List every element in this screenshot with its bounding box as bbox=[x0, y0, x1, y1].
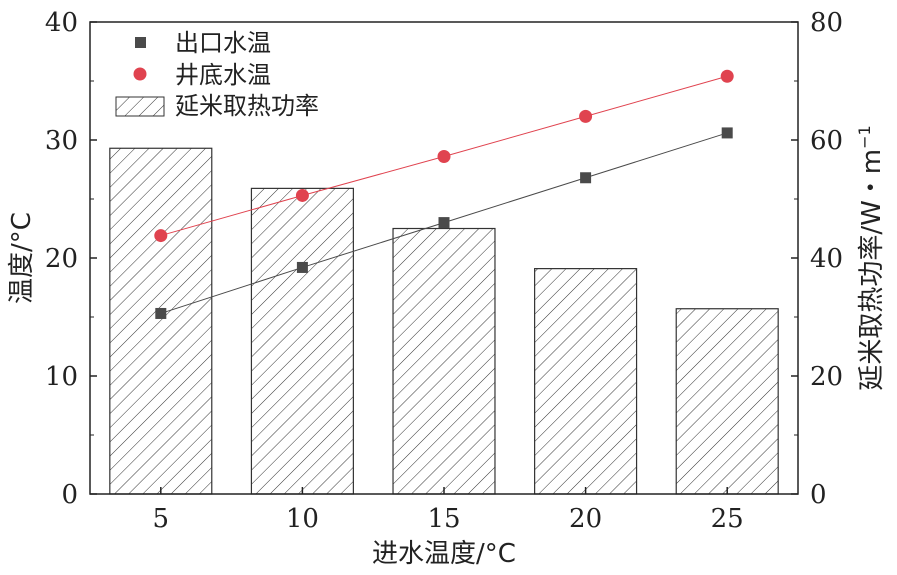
point-square-5 bbox=[155, 307, 167, 319]
line-series bbox=[154, 69, 734, 319]
point-square-15 bbox=[438, 217, 450, 229]
y-axis-right-label: 延米取热功率/W・m−1 bbox=[855, 125, 887, 390]
y-right-tick-label: 20 bbox=[810, 362, 843, 392]
legend-label-bottom-temp: 井底水温 bbox=[175, 61, 271, 89]
bar-15 bbox=[392, 227, 496, 495]
bar-5 bbox=[109, 147, 213, 495]
y-axis-right-label-superscript: −1 bbox=[855, 125, 874, 149]
point-circle-25 bbox=[720, 69, 734, 83]
y-right-tick-label: 60 bbox=[810, 126, 843, 156]
x-tick-label: 10 bbox=[286, 504, 319, 534]
x-tick-label: 5 bbox=[153, 504, 170, 534]
x-tick-label: 15 bbox=[427, 504, 460, 534]
point-square-10 bbox=[296, 261, 308, 273]
legend-label-heat-power: 延米取热功率 bbox=[175, 92, 319, 120]
y-left-tick-label: 0 bbox=[61, 480, 78, 510]
point-circle-10 bbox=[295, 188, 309, 202]
x-tick-label: 20 bbox=[569, 504, 602, 534]
bar-series bbox=[109, 147, 779, 495]
legend: 出口水温 井底水温 延米取热功率 bbox=[115, 29, 319, 120]
point-circle-15 bbox=[437, 150, 451, 164]
bar-20 bbox=[534, 268, 638, 495]
y-axis-right-label-main: 延米取热功率/W・m bbox=[857, 149, 887, 391]
y-right-tick-label: 0 bbox=[810, 480, 827, 510]
y-left-tick-label: 30 bbox=[45, 126, 78, 156]
y-right-tick-label: 80 bbox=[810, 8, 843, 38]
y-left-tick-label: 10 bbox=[45, 362, 78, 392]
bar-10 bbox=[250, 187, 354, 495]
point-circle-5 bbox=[154, 229, 168, 243]
legend-marker-bottom-temp bbox=[133, 67, 147, 81]
legend-marker-outlet-temp bbox=[135, 37, 146, 48]
legend-label-outlet-temp: 出口水温 bbox=[175, 29, 271, 57]
y-left-tick-label: 40 bbox=[45, 8, 78, 38]
y-right-tick-label: 40 bbox=[810, 244, 843, 274]
bar-25 bbox=[675, 308, 779, 495]
x-tick-label: 25 bbox=[711, 504, 744, 534]
x-axis-label: 进水温度/°C bbox=[372, 539, 516, 569]
axis-ticks: 5 10 15 20 25 0 10 20 30 40 0 20 40 60 80 bbox=[45, 8, 843, 534]
y-axis-left-label: 温度/°C bbox=[7, 212, 37, 304]
point-square-25 bbox=[721, 127, 733, 139]
y-left-tick-label: 20 bbox=[45, 244, 78, 274]
point-square-20 bbox=[580, 172, 592, 184]
legend-swatch-heat-power bbox=[115, 96, 165, 117]
point-circle-20 bbox=[579, 109, 593, 123]
